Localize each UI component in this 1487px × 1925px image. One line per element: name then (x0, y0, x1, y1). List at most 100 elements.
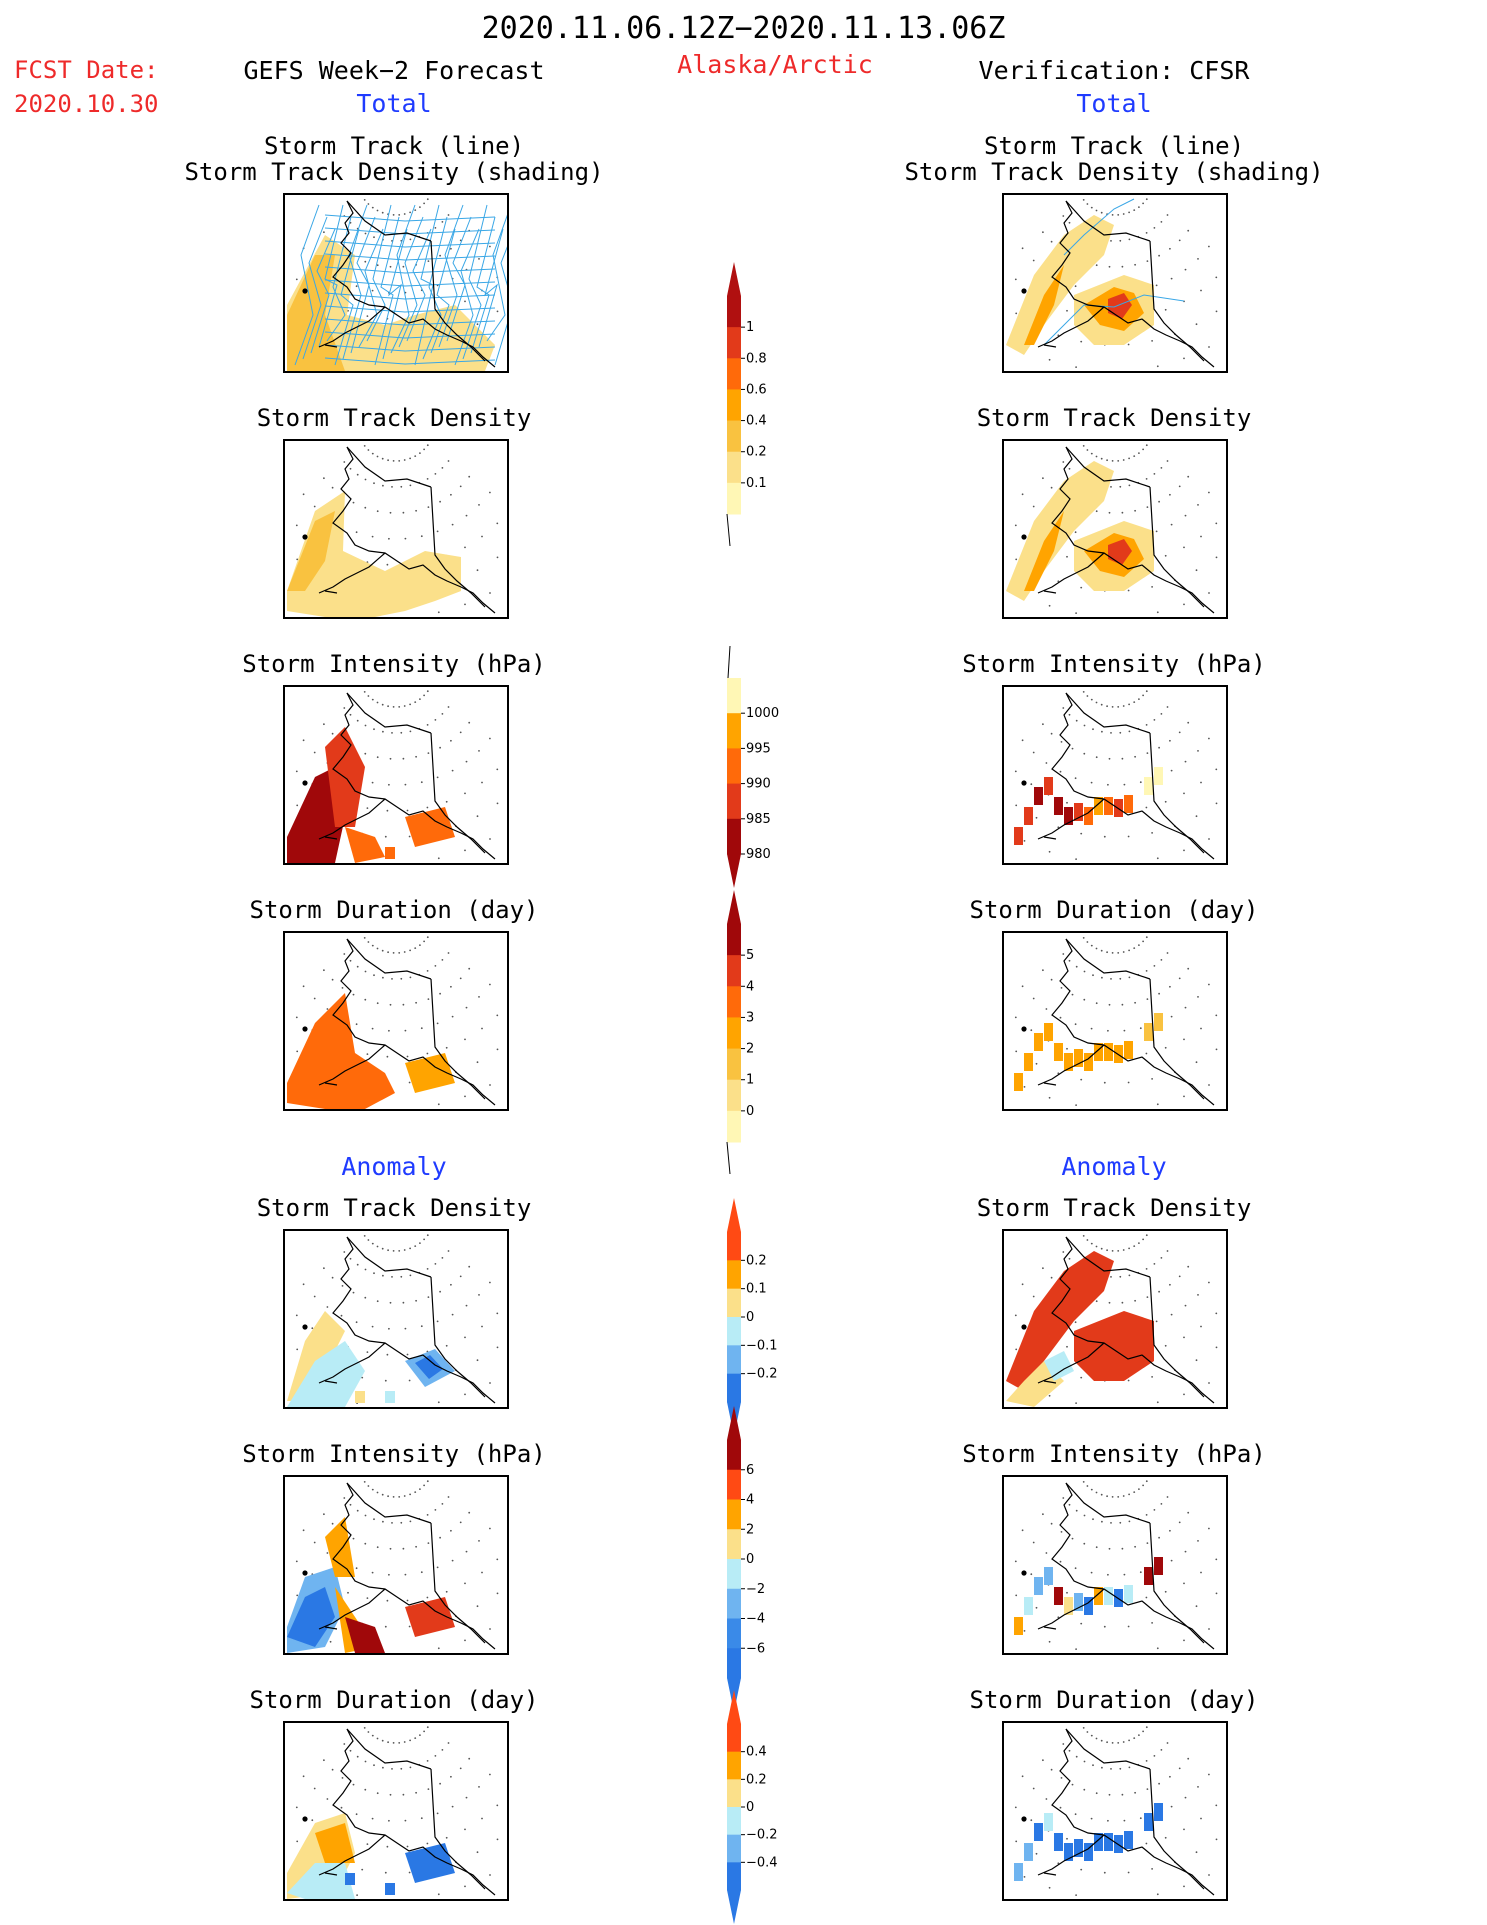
colorbar-tick-label: 0.1 (746, 1282, 767, 1297)
shading-region (1006, 1251, 1114, 1391)
colorbar-tick-label: 6 (746, 1463, 754, 1478)
shading-cell (1074, 1593, 1083, 1611)
colorbar-top-triangle (727, 1690, 741, 1724)
colorbar-tick-label: −0.2 (746, 1367, 778, 1382)
colorbar-tick-label: 0.1 (746, 476, 767, 491)
colorbar-swatch (727, 1499, 741, 1530)
colorbar-tick-label: 0 (746, 1104, 754, 1119)
colorbar-bottom-triangle (727, 854, 741, 888)
colorbar-swatch (727, 1110, 741, 1143)
verification-intensity-anomaly-map (1002, 1475, 1228, 1655)
colorbar-tick-label: 5 (746, 948, 754, 963)
shading-cell (1044, 777, 1053, 795)
shading-cell (1154, 767, 1163, 785)
colorbar-tick-label: 1 (746, 1073, 754, 1088)
shading-region (287, 1341, 365, 1407)
density-colorbar: 1 0.8 0.6 0.4 0.2 0.1 (726, 262, 767, 547)
colorbar-top-triangle (727, 1198, 741, 1232)
forecast-track-title-1: Storm Track (line) (263, 132, 525, 160)
alaska-coastline (1021, 692, 1215, 860)
colorbar-tick-label: 990 (746, 777, 771, 792)
shading-cell (1024, 1843, 1033, 1861)
shading-cell (1124, 795, 1133, 813)
shading-cell (345, 1873, 355, 1885)
shading-region (287, 1587, 335, 1647)
colorbar-tick-label: 3 (746, 1010, 754, 1025)
colorbar-swatch (727, 296, 741, 328)
colorbar-swatch (727, 420, 741, 453)
shading-cell (1054, 1587, 1063, 1605)
forecast-duration-map (283, 931, 509, 1111)
colorbar-tick-label: 0.6 (746, 382, 767, 397)
colorbar-swatch (727, 451, 741, 484)
shading-region (287, 511, 335, 591)
colorbar-tick-label: −0.1 (746, 1338, 778, 1353)
colorbar-bottom-tail (726, 1141, 731, 1175)
shading-cell (355, 1391, 365, 1403)
colorbar-tick-label: 0.2 (746, 445, 767, 460)
shading-cell (1074, 1049, 1083, 1067)
graticule (1014, 690, 1218, 860)
shading-region (345, 1617, 385, 1653)
shading-cell (1154, 1013, 1163, 1031)
colorbar-top-triangle (727, 890, 741, 924)
colorbar-swatch (727, 1751, 741, 1780)
colorbar-tick-label: 4 (746, 1493, 754, 1508)
colorbar-swatch (727, 924, 741, 956)
alaska-coastline (1021, 200, 1215, 368)
colorbar-tick-label: 1 (746, 320, 754, 335)
verification-duration-map (1002, 931, 1228, 1111)
shading-region (415, 1355, 443, 1379)
shading-cell (1144, 1567, 1153, 1585)
colorbar-swatch (727, 358, 741, 390)
verification-density-anomaly-title: Storm Track Density (976, 1194, 1252, 1222)
colorbar-swatch (727, 713, 741, 749)
forecast-duration-anomaly-map (283, 1721, 509, 1901)
shading-cell (1084, 807, 1093, 825)
colorbar-tick-label: 0.2 (746, 1253, 767, 1268)
shading-cell (1104, 1587, 1113, 1605)
colorbar-bottom-tail (726, 513, 731, 547)
forecast-track-title-2: Storm Track Density (shading) (184, 158, 604, 186)
shading-cell (1064, 1843, 1073, 1861)
shading-region (287, 1863, 355, 1899)
shading-cell (1014, 1863, 1023, 1881)
shading-cell (385, 1391, 395, 1403)
colorbar-swatch (727, 748, 741, 785)
alaska-coastline (1021, 1482, 1215, 1650)
verification-density-map (1002, 439, 1228, 619)
graticule (1014, 1480, 1218, 1650)
shading-cell (1014, 1073, 1023, 1091)
colorbar-tick-label: 0 (746, 1310, 754, 1325)
colorbar-tick-label: 1000 (746, 706, 779, 721)
shading-cell (1124, 1041, 1133, 1059)
shading-cell (1094, 1833, 1103, 1851)
shading-cell (1074, 803, 1083, 821)
chart-title: 2020.11.06.12Z−2020.11.13.06Z (481, 11, 1006, 46)
colorbar-top-tail (727, 645, 731, 679)
verification-column-header: Verification: CFSR (978, 56, 1250, 85)
shading-cell (1054, 1043, 1063, 1061)
shading-region (1024, 265, 1064, 345)
colorbar-tick-label: 2 (746, 1042, 754, 1057)
colorbar-swatch (727, 1529, 741, 1560)
shading-cell (1024, 1053, 1033, 1071)
duration-colorbar: 5 4 3 2 1 0 (726, 890, 754, 1175)
shading-region (1108, 539, 1132, 565)
shading-region (325, 1517, 355, 1577)
shading-cell (1054, 1833, 1063, 1851)
colorbar-tick-label: 0 (746, 1552, 754, 1567)
colorbar-tick-label: 985 (746, 812, 771, 827)
colorbar-tick-label: 995 (746, 741, 771, 756)
shading-cell (1034, 1033, 1043, 1051)
shading-cell (1084, 1597, 1093, 1615)
alaska-coastline (302, 446, 496, 614)
storm-track-lines (1043, 198, 1185, 346)
fcst-date-value: 2020.10.30 (14, 90, 159, 118)
verification-total-label: Total (1076, 89, 1152, 118)
graticule (1014, 1726, 1218, 1896)
forecast-track-map (283, 193, 509, 373)
shading-region (287, 993, 395, 1109)
colorbar-tick-label: 980 (746, 847, 771, 862)
shading-cell (1154, 1557, 1163, 1575)
